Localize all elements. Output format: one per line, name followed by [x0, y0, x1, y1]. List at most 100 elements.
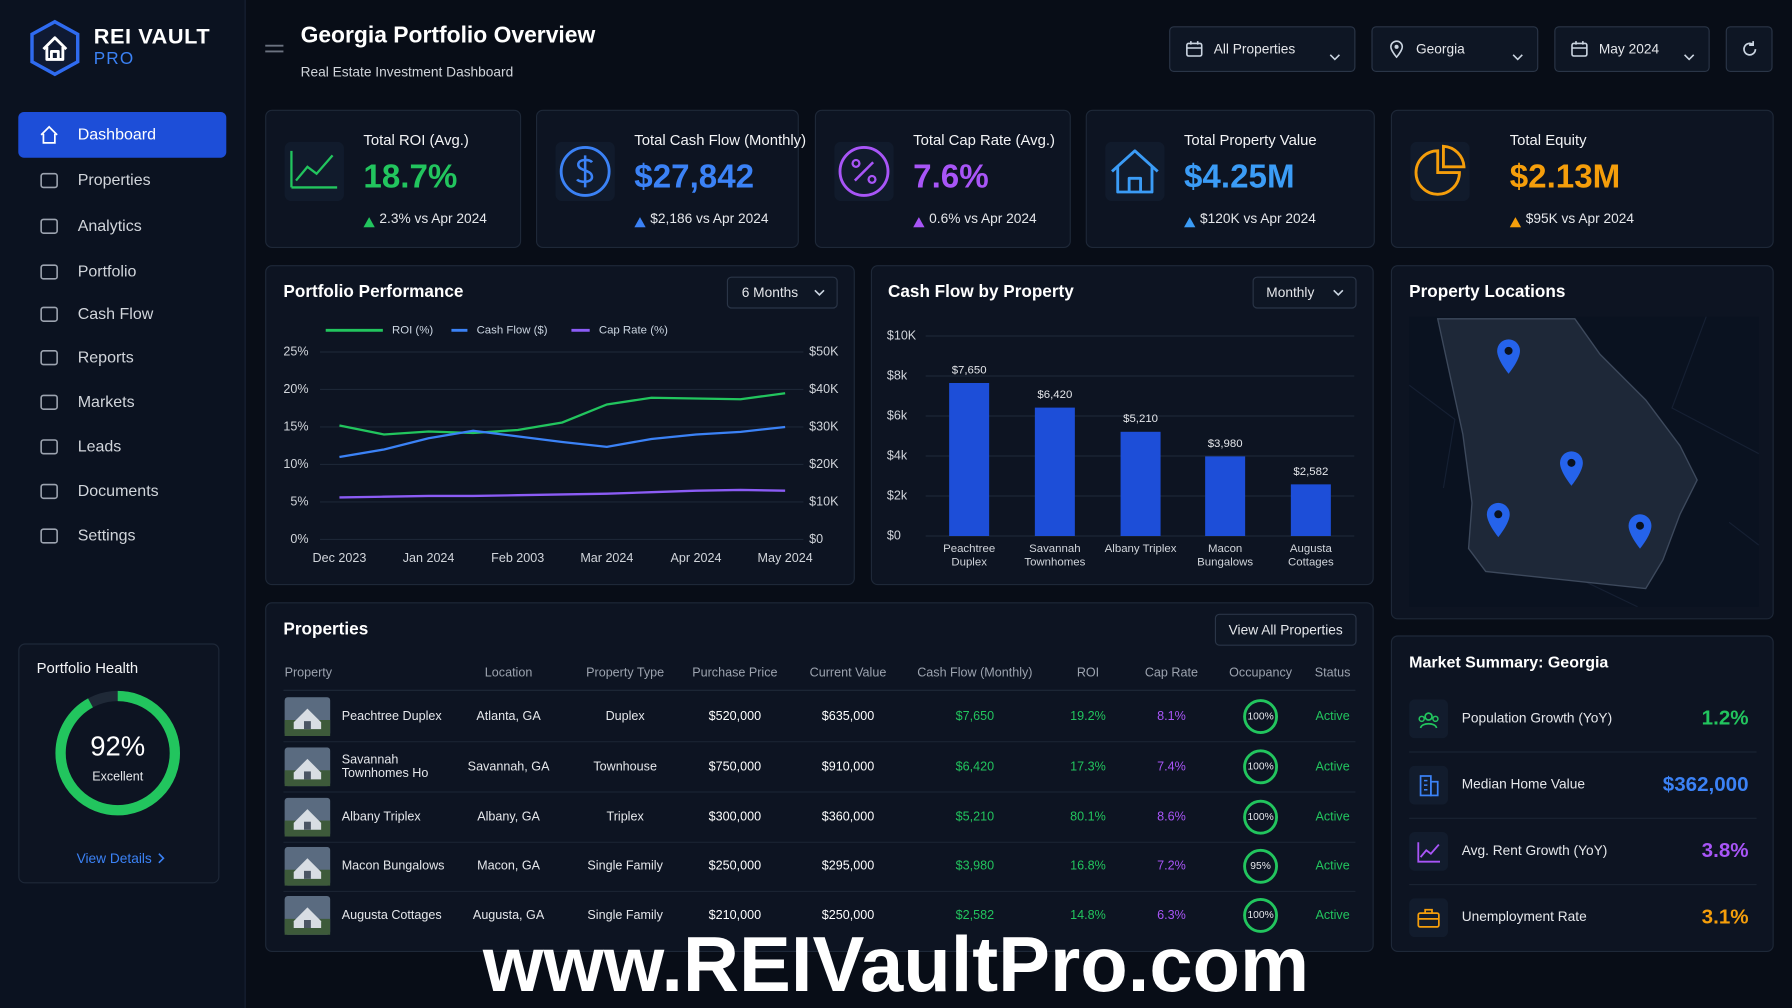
trend-arrow: [1509, 213, 1522, 228]
health-link[interactable]: View Details: [76, 850, 152, 867]
table-cell: Duplex: [605, 709, 645, 724]
table-cell: Active: [1315, 759, 1350, 774]
trend-arrow: [363, 213, 375, 228]
trend-arrow-svg: [913, 217, 925, 228]
table-cell: $210,000: [708, 908, 762, 923]
market-value: 3.1%: [1701, 905, 1749, 928]
kpi-value: $27,842: [634, 158, 755, 196]
brand: REI VAULT: [93, 25, 211, 50]
table-cell: $7,650: [955, 709, 995, 724]
table-cell: 14.8%: [1070, 908, 1106, 923]
menu-icon[interactable]: [265, 42, 286, 56]
filter-dropdown[interactable]: All Properties: [1169, 26, 1356, 72]
table-cell: 8.1%: [1157, 709, 1186, 724]
nav-icon-svg: [40, 125, 58, 144]
nav-item[interactable]: Leads: [77, 436, 122, 455]
nav-item[interactable]: Cash Flow: [77, 303, 154, 323]
nav-icon-svg: [40, 483, 58, 500]
kpi-label: Total Cap Rate (Avg.): [913, 131, 1055, 149]
filter-label: Georgia: [1415, 41, 1465, 58]
column-header: Occupancy: [1229, 666, 1293, 680]
table-cell: Townhouse: [593, 759, 657, 774]
chevron-svg: [1684, 54, 1695, 61]
table-cell: Macon, GA: [477, 859, 541, 874]
property-thumb: [284, 697, 331, 736]
x-tick-label: Macon Bungalows: [1197, 542, 1254, 570]
market-icon-svg: [1409, 831, 1448, 871]
table-cell: $6,420: [955, 759, 995, 774]
kpi-change: $120K vs Apr 2024: [1199, 210, 1316, 227]
panel-title: Property Locations: [1409, 282, 1566, 302]
table-cell: $3,980: [955, 859, 995, 874]
kpi-icon-svg: [834, 141, 894, 202]
column-header: Property: [284, 666, 333, 680]
chevron: [814, 289, 825, 296]
market-panel: [1390, 635, 1774, 952]
table-cell: $295,000: [821, 859, 875, 874]
trend-arrow: [1183, 213, 1196, 228]
property-name: Peachtree Duplex: [341, 709, 442, 724]
column-header: Cap Rate: [1144, 666, 1198, 680]
table-cell: Active: [1315, 810, 1350, 824]
kpi-change: $2,186 vs Apr 2024: [650, 210, 769, 227]
nav-icon: [39, 481, 60, 502]
range-dropdown[interactable]: 6 Months: [726, 276, 838, 309]
table-cell: 80.1%: [1070, 810, 1106, 824]
kpi-icon-svg: [555, 141, 615, 202]
filter-dropdown[interactable]: May 2024: [1554, 26, 1710, 72]
page-title: Georgia Portfolio Overview: [300, 22, 596, 48]
nav-item[interactable]: Reports: [77, 347, 134, 366]
table-cell: $250,000: [821, 908, 875, 923]
panel-title: Properties: [283, 619, 369, 639]
market-icon-svg: [1409, 898, 1448, 938]
nav-icon-svg: [40, 394, 58, 410]
nav-item[interactable]: Properties: [77, 170, 151, 189]
kpi-label: Total Equity: [1509, 131, 1587, 149]
nav-item[interactable]: Portfolio: [77, 261, 137, 280]
refresh-icon: [1742, 41, 1756, 56]
trend-arrow-svg: [363, 217, 375, 228]
table-cell: Active: [1315, 859, 1350, 874]
filter-icon-svg: [1186, 41, 1203, 57]
nav-icon: [39, 437, 60, 458]
table-cell: Single Family: [587, 859, 663, 874]
chevron-svg: [1512, 54, 1523, 61]
nav-item[interactable]: Settings: [77, 525, 136, 544]
column-header: Current Value: [809, 666, 887, 680]
nav-active: [18, 111, 227, 158]
table-cell: $5,210: [955, 810, 995, 824]
market-icon-svg: [1409, 699, 1448, 739]
trend-arrow: [913, 213, 925, 228]
nav-item[interactable]: Dashboard: [77, 124, 156, 143]
nav-item[interactable]: Analytics: [77, 215, 142, 235]
market-icon: [1409, 699, 1448, 739]
refresh-button[interactable]: [1725, 26, 1773, 72]
period-dropdown[interactable]: Monthly: [1252, 276, 1357, 309]
nav-icon: [39, 125, 60, 146]
chevron: [1333, 289, 1344, 296]
property-thumb-svg: [284, 697, 331, 736]
market-label: Avg. Rent Growth (YoY): [1461, 842, 1608, 859]
table-cell: Augusta, GA: [472, 908, 545, 923]
property-thumb: [284, 895, 331, 935]
kpi-value: $2.13M: [1509, 158, 1621, 196]
nav-icon: [39, 526, 60, 547]
table-cell: Active: [1315, 908, 1350, 923]
view-all-button[interactable]: View All Properties: [1214, 613, 1357, 646]
nav-item[interactable]: Documents: [77, 481, 159, 500]
market-icon-svg: [1409, 765, 1448, 805]
property-name: Augusta Cottages: [341, 908, 442, 923]
market-label: Population Growth (YoY): [1461, 709, 1613, 726]
filter-dropdown[interactable]: Georgia: [1371, 26, 1539, 72]
property-thumb: [284, 797, 331, 837]
property-name: Macon Bungalows: [341, 859, 445, 874]
table-cell: 8.6%: [1157, 810, 1186, 824]
kpi-change: 2.3% vs Apr 2024: [379, 210, 487, 227]
cashflow-panel: [870, 265, 1374, 586]
kpi-change: $95K vs Apr 2024: [1525, 210, 1634, 227]
nav-item[interactable]: Markets: [77, 391, 135, 411]
page-subtitle: Real Estate Investment Dashboard: [300, 63, 514, 80]
property-thumb-svg: [284, 747, 331, 787]
property-thumb-svg: [284, 846, 331, 886]
table-cell: $250,000: [708, 859, 762, 874]
